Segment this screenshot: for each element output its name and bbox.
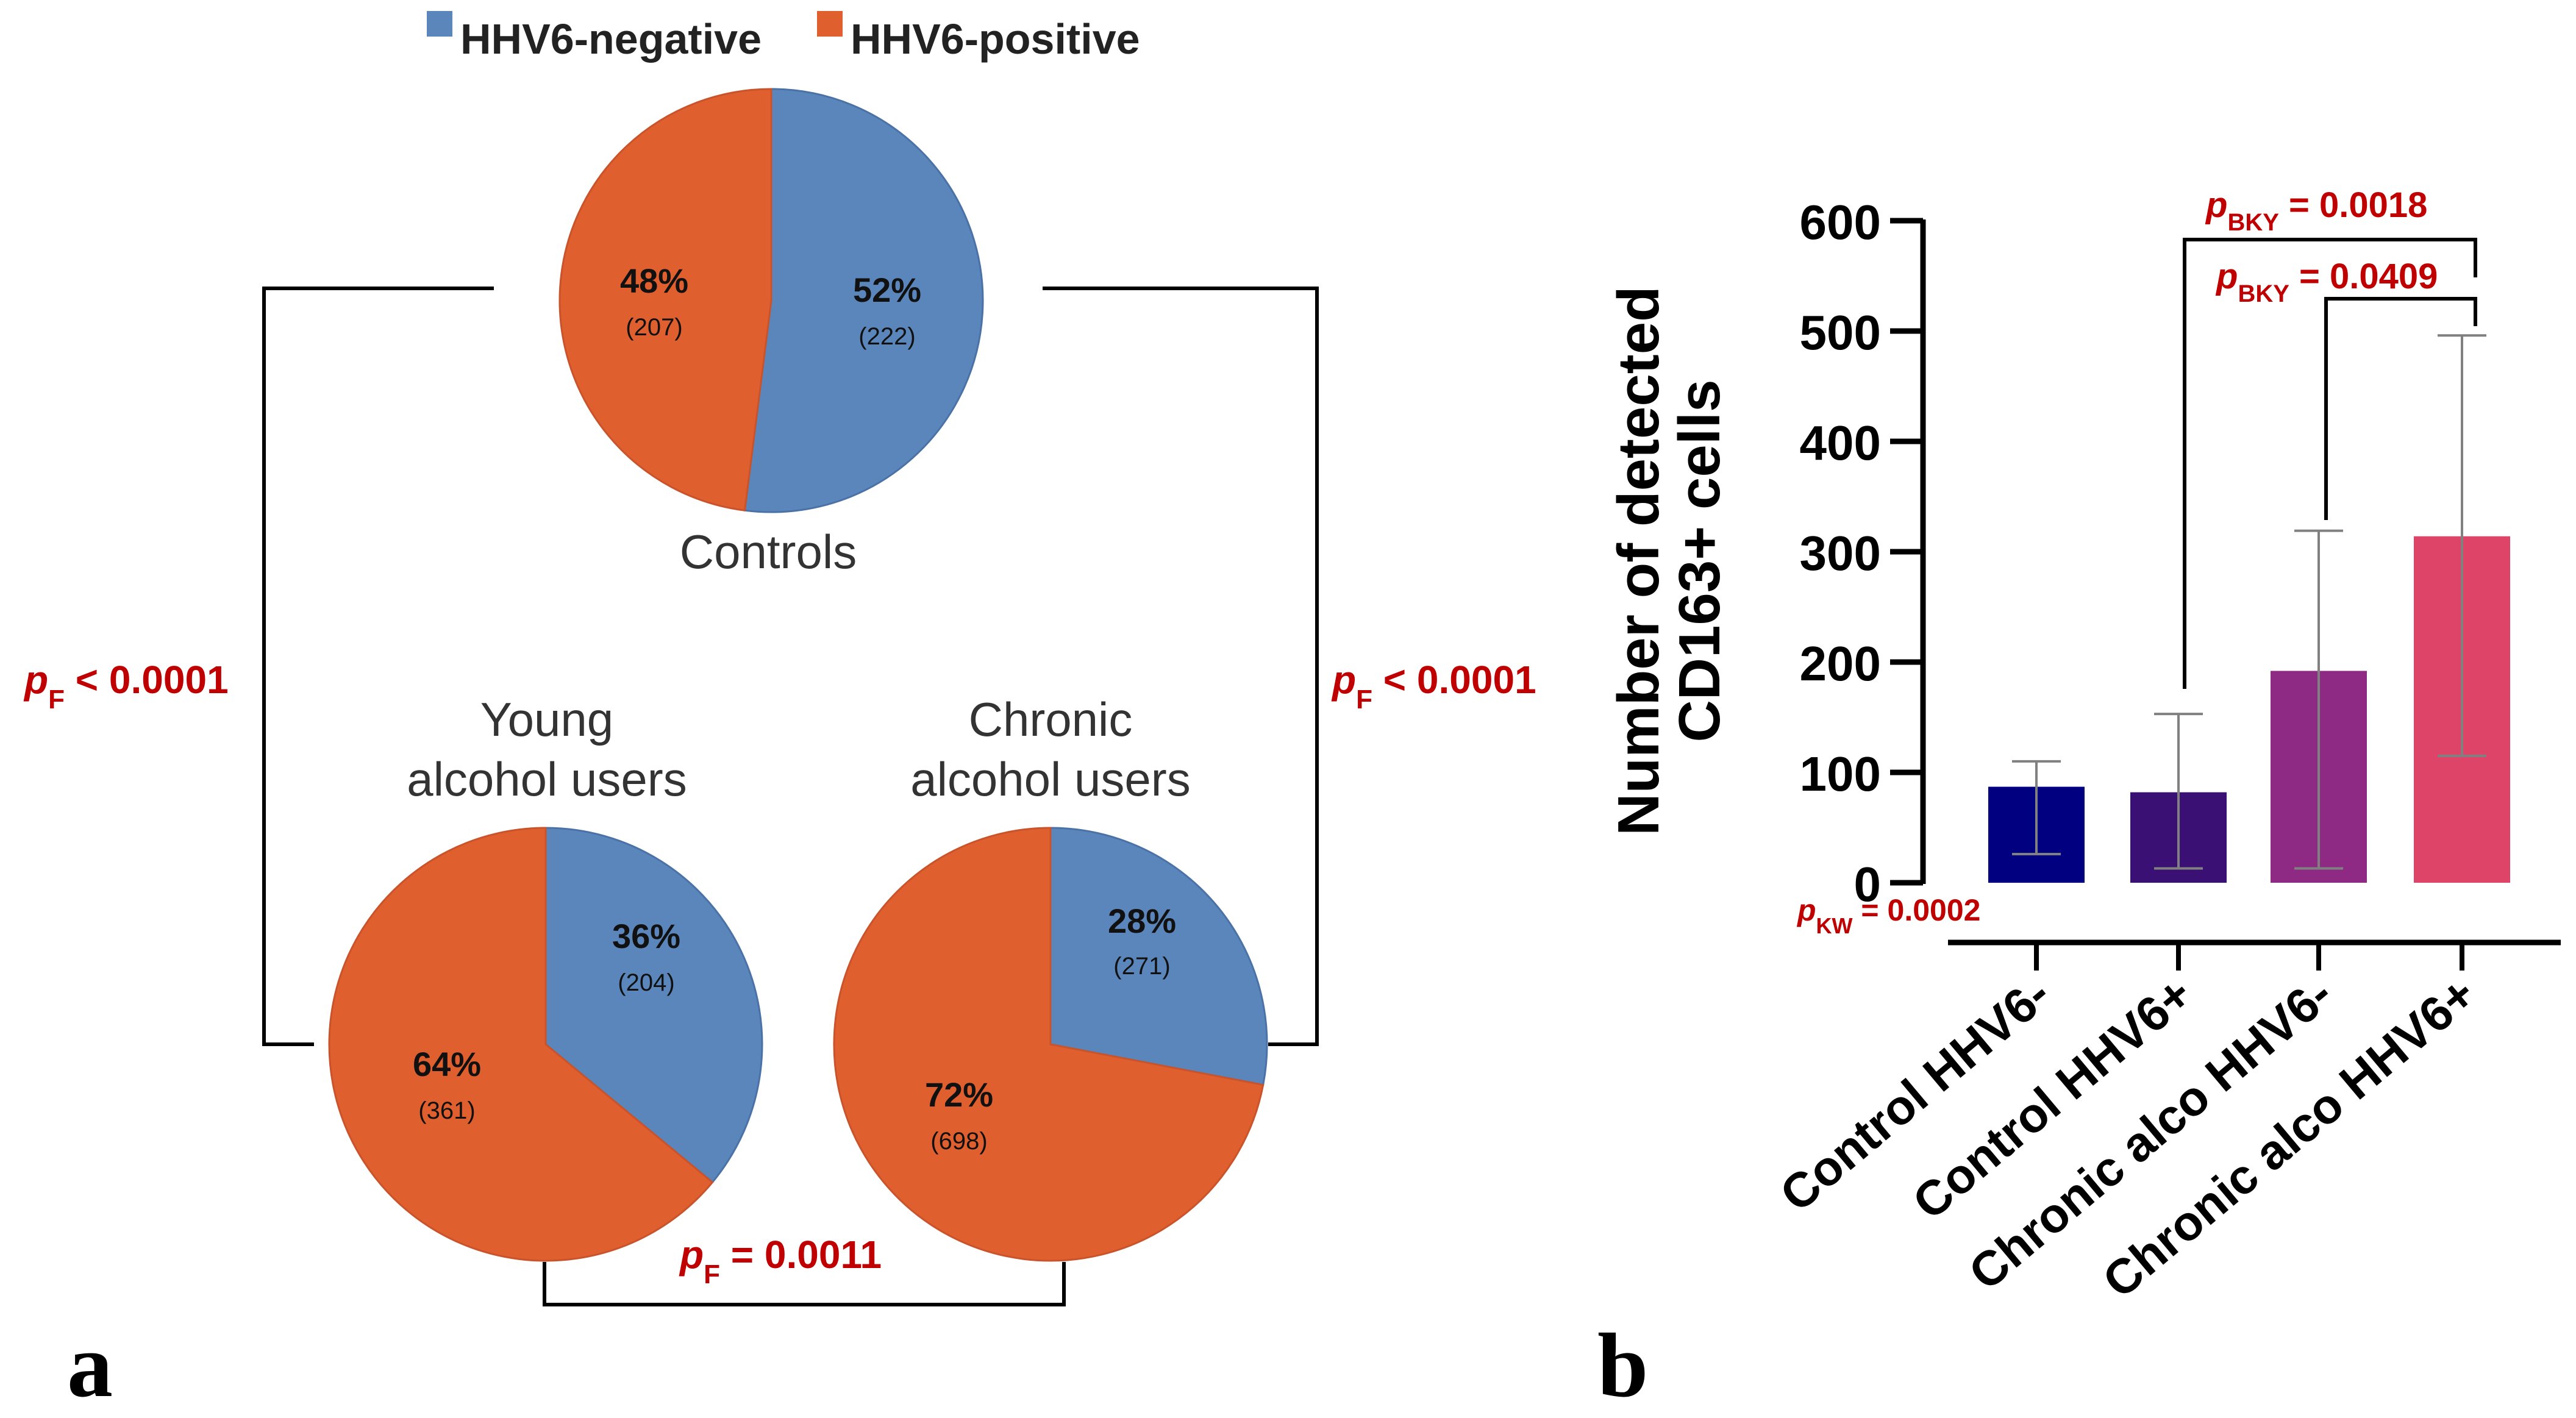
bracket-right (1043, 287, 1319, 1046)
controls-negative-count: (222) (858, 323, 915, 350)
pvalue-kw: pKW = 0.0002 (1796, 893, 1980, 938)
pie-slice-negative (1049, 827, 1268, 1086)
controls-negative-percent: 52% (853, 271, 921, 309)
pie-slice-negative (544, 827, 763, 1184)
y-tick-label: 0 (1854, 857, 1882, 911)
chronic-positive-percent: 72% (925, 1075, 993, 1114)
y-axis-title: Number of detected CD163+ cells (1606, 286, 1732, 835)
legend-label-negative: HHV6-negative (460, 15, 762, 63)
pvalue-bottom: pF = 0.0011 (679, 1233, 882, 1289)
bars (1988, 334, 2510, 883)
controls-positive-count: (207) (626, 314, 682, 341)
chronic-negative-percent: 28% (1108, 902, 1176, 940)
x-ticks: Control HHV6-Control HHV6+Chronic alco H… (1770, 942, 2486, 1308)
pie-slice-positive (833, 827, 1265, 1262)
y-tick-label: 400 (1800, 416, 1881, 470)
panel-label-a: a (67, 1315, 113, 1416)
pvalue-bky-1: pBKY = 0.0018 (2205, 185, 2427, 236)
sig-bracket-2 (2324, 297, 2477, 520)
y-axis-title-line2: CD163+ cells (1667, 379, 1732, 742)
pie-slice-negative (743, 88, 984, 513)
sig-bracket-1 (2183, 238, 2477, 689)
pie-title-chronic-line2: alcohol users (910, 752, 1191, 806)
chronic-positive-count: (698) (930, 1128, 987, 1155)
legend: HHV6-negative HHV6-positive (427, 11, 1140, 63)
pie-slice-positive (328, 827, 714, 1262)
legend-swatch-positive (817, 11, 843, 37)
y-ticks: 0 100 200 300 400 500 600 (1800, 195, 1923, 911)
pie-title-young-line2: alcohol users (407, 752, 687, 806)
bracket-left (262, 287, 494, 1046)
pvalue-bky-2: pBKY = 0.0409 (2215, 257, 2438, 307)
y-tick-label: 100 (1800, 747, 1881, 801)
pie-chronic-alcohol (833, 827, 1268, 1262)
panel-label-b: b (1597, 1315, 1648, 1416)
y-tick-label: 600 (1800, 195, 1881, 249)
chronic-negative-count: (271) (1113, 953, 1170, 980)
young-negative-percent: 36% (612, 917, 680, 955)
panel-a: HHV6-negative HHV6-positive 48% (207) 52… (23, 11, 1536, 1416)
bracket-bottom (543, 1262, 1066, 1306)
young-positive-percent: 64% (413, 1045, 481, 1083)
pie-title-controls: Controls (680, 525, 857, 579)
y-tick-label: 300 (1800, 526, 1881, 580)
y-tick-label: 200 (1800, 636, 1881, 691)
pie-title-chronic-line1: Chronic (969, 693, 1133, 746)
young-positive-count: (361) (418, 1097, 475, 1124)
pie-young-alcohol (328, 827, 763, 1262)
pie-title-young-line1: Young (480, 693, 613, 746)
young-negative-count: (204) (618, 969, 674, 996)
panel-b: Number of detected CD163+ cells 0 100 200 3… (1597, 185, 2561, 1416)
legend-label-positive: HHV6-positive (851, 15, 1140, 63)
y-axis-title-line1: Number of detected (1606, 286, 1671, 835)
pie-slice-positive (558, 88, 772, 511)
controls-positive-percent: 48% (620, 262, 688, 300)
y-tick-label: 500 (1800, 305, 1881, 360)
pie-controls (558, 88, 984, 513)
pvalue-left: pF < 0.0001 (23, 658, 229, 714)
pvalue-right: pF < 0.0001 (1331, 658, 1536, 714)
legend-swatch-negative (427, 11, 452, 37)
